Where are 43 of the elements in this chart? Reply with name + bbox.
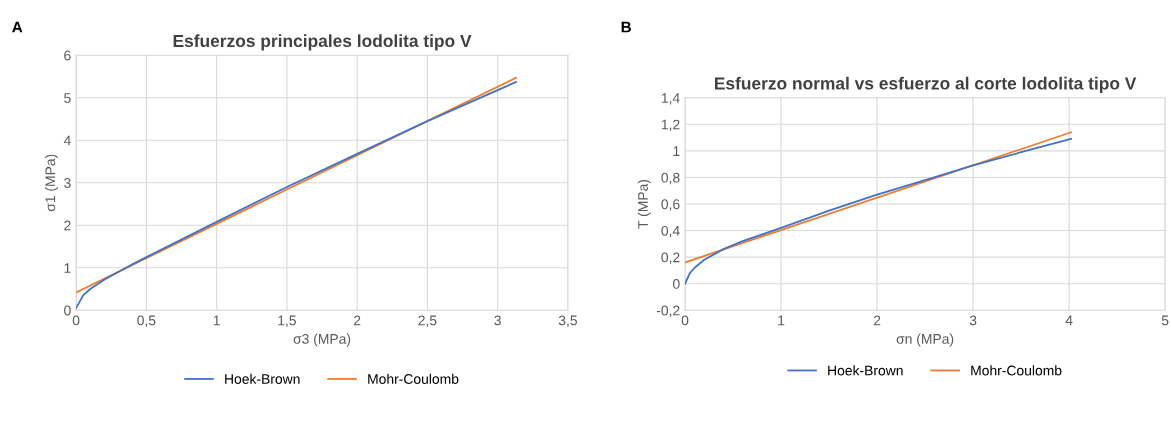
y-tick-label: 5 <box>64 93 71 103</box>
x-tick-label: 0 <box>72 315 80 326</box>
legend-label: Mohr-Coulomb <box>368 373 459 384</box>
x-tick-label: 2 <box>873 315 881 326</box>
x-tick-label: 1,5 <box>278 315 296 327</box>
y-tick-label: 0,6 <box>661 199 680 211</box>
line-series <box>685 138 1072 285</box>
x-axis-title: σn (MPa) <box>896 333 954 347</box>
y-tick-label: 0 <box>672 279 680 289</box>
x-tick-label: 3 <box>494 315 501 326</box>
y-tick-label: 1,2 <box>661 119 680 132</box>
x-tick-label: 0 <box>681 315 689 326</box>
chart-title: Esfuerzos principales lodolita tipo V <box>173 34 472 51</box>
y-tick-label: 1 <box>64 263 71 273</box>
y-tick-label: 0,2 <box>661 252 680 264</box>
y-tick-label: 3 <box>64 178 71 188</box>
x-tick-label: 2 <box>353 315 361 326</box>
legend-label: Hoek-Brown <box>225 373 300 384</box>
y-tick-label: 6 <box>64 50 71 61</box>
legend-label: Hoek-Brown <box>828 365 903 376</box>
x-tick-label: 1 <box>778 315 785 326</box>
x-tick-label: 1 <box>213 315 220 326</box>
y-axis-title: σ1 (MPa) <box>45 154 58 212</box>
x-tick-label: 3,5 <box>558 315 578 327</box>
y-tick-label: -0,2 <box>656 305 680 318</box>
y-tick-label: 2 <box>64 220 71 231</box>
legend-label: Mohr-Coulomb <box>971 365 1062 376</box>
x-tick-label: 4 <box>1065 315 1073 326</box>
x-tick-label: 2,5 <box>418 315 437 327</box>
text: B <box>621 21 631 33</box>
y-tick-label: 0,4 <box>661 225 680 238</box>
chart-title: Esfuerzo normal vs esfuerzo al corte lodolita tipo V <box>714 76 1137 94</box>
x-axis-title: σ3 (MPa) <box>293 333 351 347</box>
y-axis-title: T (MPa) <box>637 179 651 229</box>
y-tick-label: 4 <box>63 135 71 146</box>
y-tick-label: 0,8 <box>661 172 680 185</box>
x-tick-label: 0,5 <box>137 315 156 327</box>
x-tick-label: 3 <box>969 315 977 326</box>
y-tick-label: 1 <box>673 146 680 156</box>
y-tick-label: 1,4 <box>661 93 680 105</box>
y-tick-label: 0 <box>64 305 71 316</box>
x-tick-label: 5 <box>1161 315 1169 326</box>
text: A <box>12 21 23 33</box>
